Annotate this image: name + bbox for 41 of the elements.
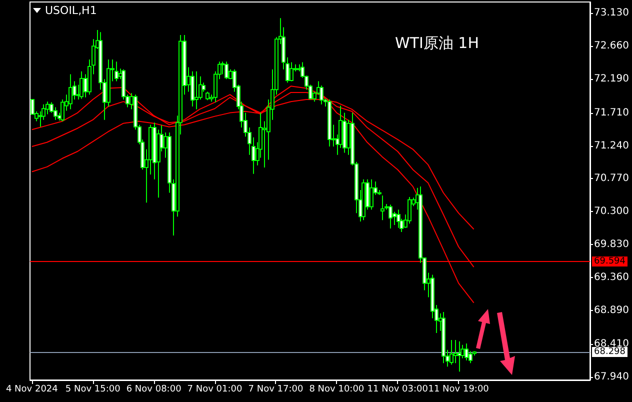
y-tick-label: 69.830 <box>594 239 630 250</box>
candlestick <box>380 195 384 221</box>
y-tick-label: 71.710 <box>594 107 630 118</box>
candlestick <box>388 204 392 230</box>
candlestick <box>454 340 458 364</box>
candlestick <box>408 196 412 224</box>
x-tick-label: 11 Nov 03:00 <box>367 384 428 394</box>
x-tick-label: 5 Nov 15:00 <box>65 384 121 394</box>
y-tick-label: 70.300 <box>594 206 630 218</box>
x-tick-label: 11 Nov 19:00 <box>428 384 490 394</box>
candlestick <box>80 70 84 100</box>
candlestick <box>190 70 194 107</box>
x-tick-label: 8 Nov 10:00 <box>309 384 364 394</box>
y-tick-label: 71.240 <box>594 140 630 152</box>
x-tick-label: 7 Nov 01:00 <box>187 384 243 394</box>
candlestick <box>60 98 64 122</box>
candlestick <box>370 178 374 210</box>
ref-line-label: 69.594 <box>594 256 626 266</box>
y-tick-label: 73.130 <box>594 8 630 19</box>
annotation: WTI原油 1H <box>395 34 480 53</box>
chart-title: USOIL,H1 <box>45 4 97 17</box>
y-tick-label: 69.360 <box>594 272 630 284</box>
candlestick <box>320 84 324 105</box>
candlestick <box>114 61 118 82</box>
candlestick <box>396 209 400 228</box>
candlestick <box>450 340 454 366</box>
x-tick-label: 6 Nov 08:00 <box>126 384 182 394</box>
candlestick <box>464 343 468 361</box>
y-tick-label: 72.660 <box>594 40 630 52</box>
candlestick <box>68 74 72 110</box>
y-tick-label: 72.190 <box>594 74 630 85</box>
x-tick-label: 4 Nov 2024 <box>6 384 58 394</box>
candlestick <box>224 61 228 80</box>
candlestick <box>220 61 224 75</box>
x-tick-label: 7 Nov 17:00 <box>248 384 304 394</box>
y-tick-label: 67.940 <box>594 372 630 383</box>
y-tick-label: 70.770 <box>594 173 630 184</box>
y-tick-label: 68.890 <box>594 305 630 316</box>
candlestick <box>194 70 198 110</box>
candlestick <box>54 106 58 120</box>
candlestick <box>290 62 294 82</box>
